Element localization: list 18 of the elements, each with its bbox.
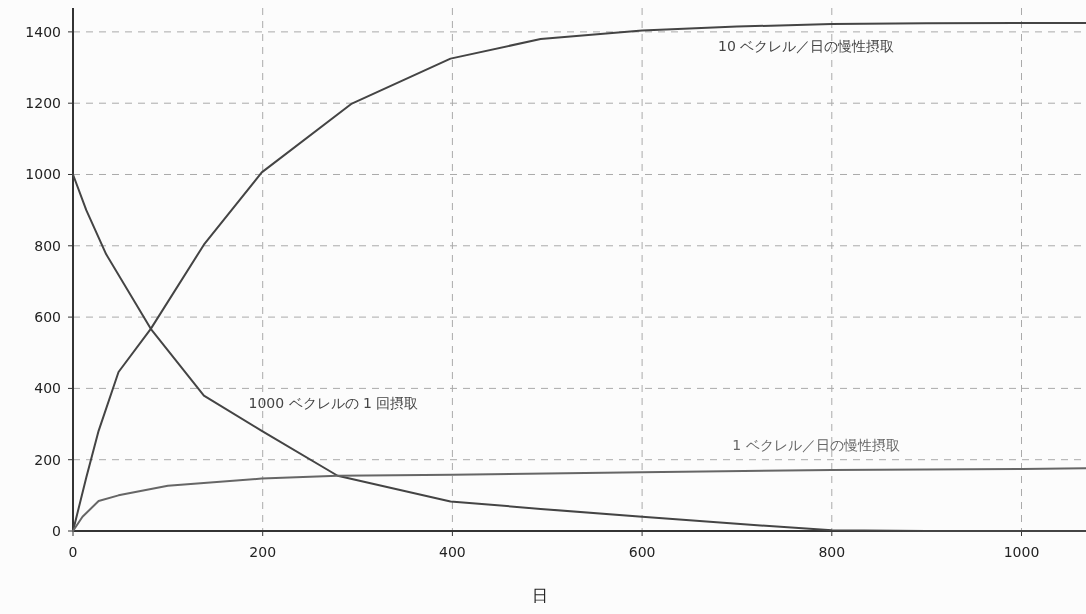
x-tick-label: 600	[628, 544, 656, 560]
y-tick-label: 800	[34, 237, 61, 254]
y-tick-label: 0	[52, 523, 61, 539]
x-tick-label: 0	[68, 544, 78, 560]
y-tick-label: 1000	[25, 166, 61, 183]
x-tick-label: 800	[818, 544, 846, 560]
y-tick-label: 600	[34, 309, 61, 326]
x-tick-label: 200	[249, 544, 277, 560]
series-label: 1000 ベクレルの 1 回摂取	[248, 395, 419, 411]
series-label: 1 ベクレル／日の慢性摂取	[732, 436, 900, 453]
x-tick-label: 400	[439, 544, 466, 560]
y-tick-label: 1200	[25, 95, 61, 112]
y-tick-label: 400	[34, 380, 61, 397]
y-tick-label: 1400	[25, 23, 61, 40]
x-axis-title: 日	[531, 586, 548, 605]
x-tick-label: 1000	[1003, 544, 1040, 560]
y-tick-label: 200	[34, 451, 61, 468]
series-label: 10 ベクレル／日の慢性摂取	[717, 38, 895, 55]
